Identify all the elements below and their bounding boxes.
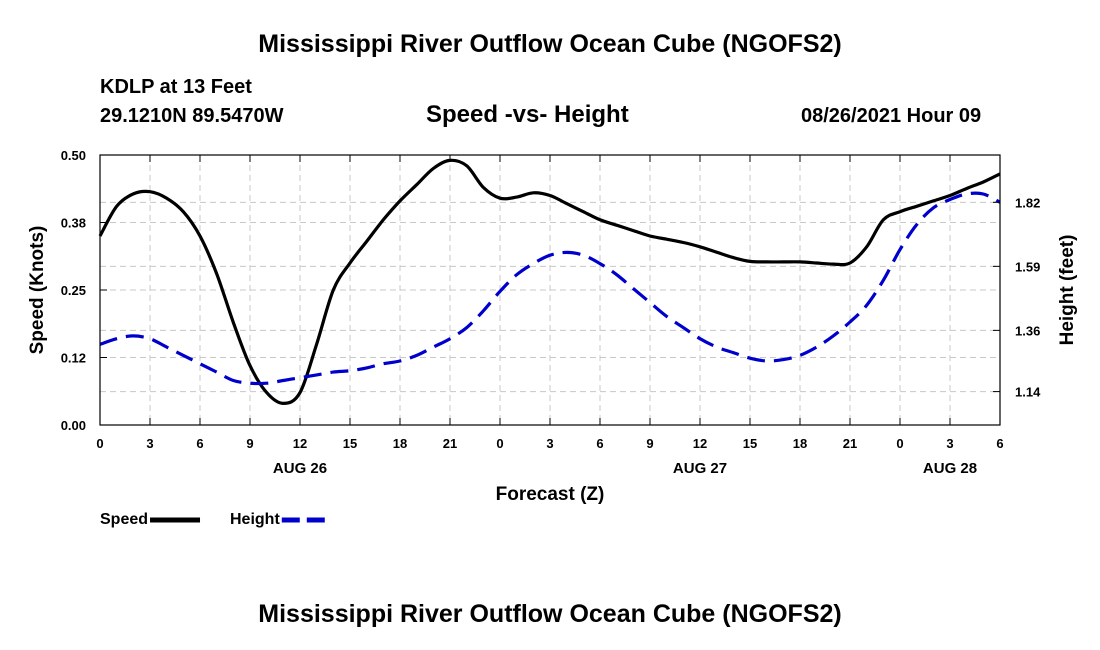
- x-tick-label: 6: [596, 436, 603, 451]
- station-label: KDLP at 13 Feet: [100, 76, 252, 98]
- chart-ticks: [99, 154, 1001, 426]
- date-label: AUG 28: [923, 460, 977, 477]
- page-title-top: Mississippi River Outflow Ocean Cube (NG…: [258, 30, 842, 58]
- y-tick-label: 0.38: [61, 216, 86, 231]
- y2-tick-label: 1.59: [1015, 259, 1040, 274]
- station-coords: 29.1210N 89.5470W: [100, 105, 284, 127]
- x-tick-label: 6: [196, 436, 203, 451]
- date-label: AUG 26: [273, 460, 327, 477]
- x-tick-label: 0: [96, 436, 103, 451]
- x-tick-label: 0: [896, 436, 903, 451]
- page-title-bottom: Mississippi River Outflow Ocean Cube (NG…: [258, 600, 842, 628]
- chart-grid: [100, 155, 1000, 425]
- y-tick-label: 0.00: [61, 418, 86, 433]
- y-axis-title: Speed (Knots): [27, 226, 48, 355]
- chart-series: [98, 158, 1001, 405]
- y-tick-label: 0.50: [61, 148, 86, 163]
- chart-legend: Speed Height: [100, 511, 332, 528]
- x-tick-label: 18: [393, 436, 407, 451]
- x-tick-label: 12: [293, 436, 307, 451]
- date-label: AUG 27: [673, 460, 727, 477]
- x-tick-label: 15: [343, 436, 357, 451]
- x-tick-label: 3: [946, 436, 953, 451]
- y-tick-label: 0.12: [61, 351, 86, 366]
- y2-tick-label: 1.36: [1015, 323, 1040, 338]
- series-line-speed: [98, 158, 1001, 405]
- y2-axis-title: Height (feet): [1057, 235, 1078, 346]
- forecast-datetime: 08/26/2021 Hour 09: [801, 105, 982, 127]
- x-tick-label: 6: [996, 436, 1003, 451]
- series-line-height: [99, 191, 1001, 386]
- x-tick-label: 18: [793, 436, 807, 451]
- x-tick-label: 0: [496, 436, 503, 451]
- x-tick-label: 9: [246, 436, 253, 451]
- x-axis-title: Forecast (Z): [496, 484, 605, 505]
- y-tick-label: 0.25: [61, 283, 86, 298]
- chart-labels: 0 3 6 9 12 15 18 21 0 3 6 9 12 15 18 21 0 3 6 0.00 0.12 0.25 0…: [27, 148, 1078, 505]
- legend-label-height: Height: [230, 511, 280, 528]
- x-tick-label: 12: [693, 436, 707, 451]
- y2-tick-label: 1.14: [1015, 385, 1041, 400]
- x-tick-label: 21: [443, 436, 457, 451]
- x-tick-label: 21: [843, 436, 857, 451]
- y2-tick-label: 1.82: [1015, 195, 1040, 210]
- x-tick-label: 3: [146, 436, 153, 451]
- x-tick-label: 3: [546, 436, 553, 451]
- x-tick-label: 9: [646, 436, 653, 451]
- x-tick-label: 15: [743, 436, 757, 451]
- plot-title: Speed -vs- Height: [426, 101, 629, 128]
- legend-label-speed: Speed: [100, 511, 148, 528]
